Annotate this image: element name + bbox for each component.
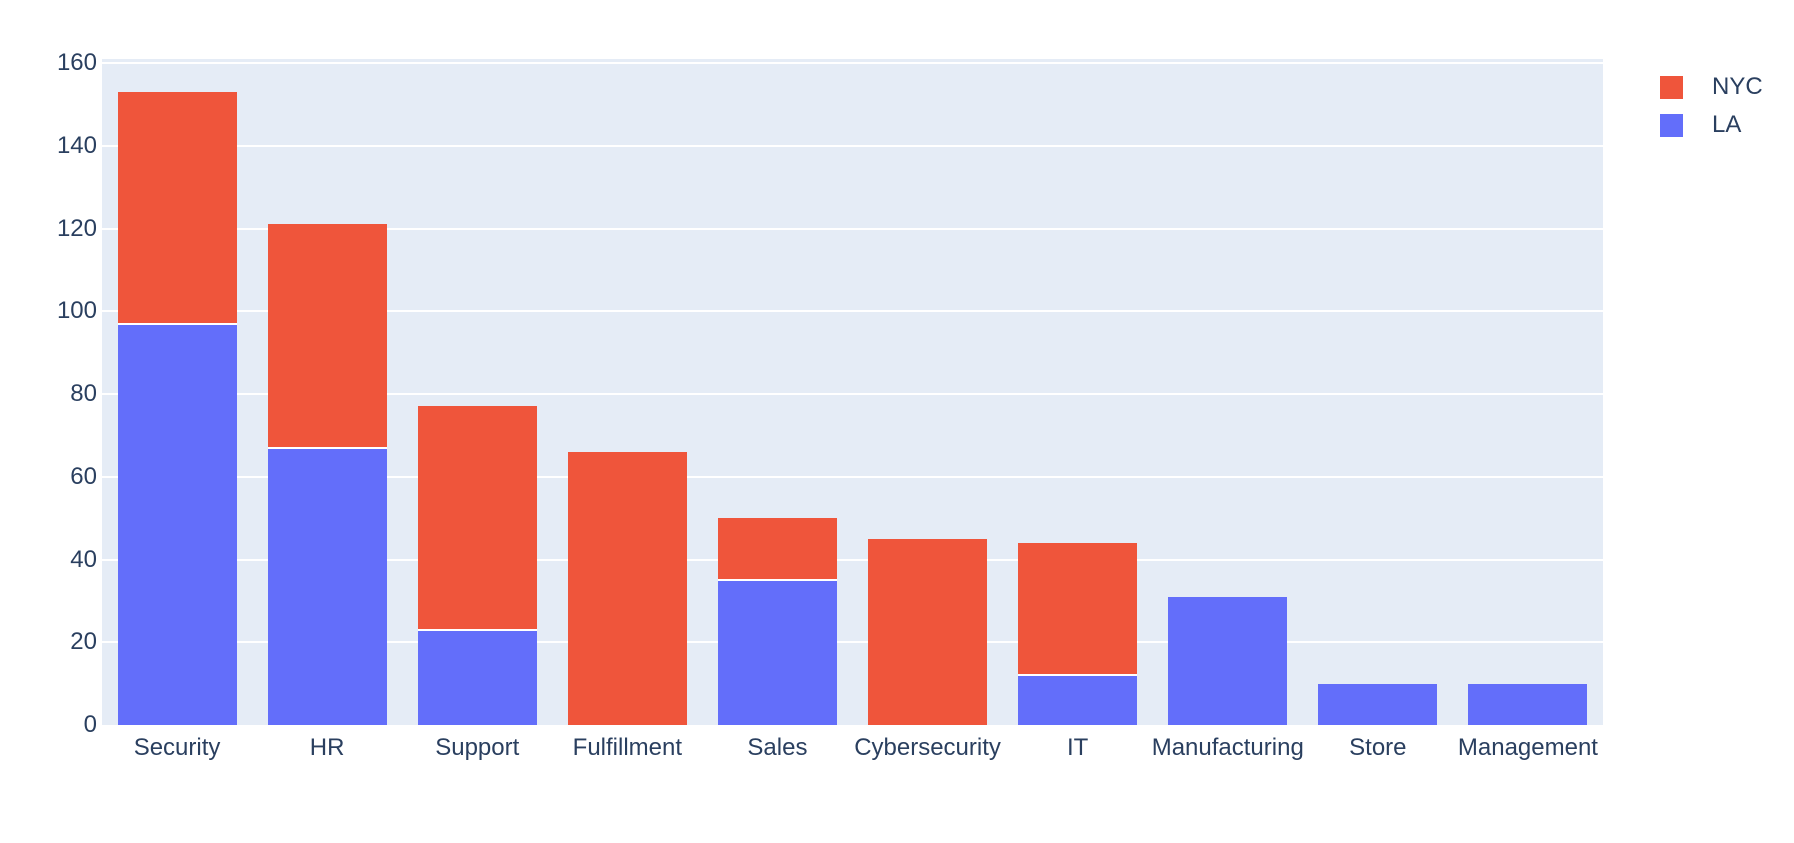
bar-segment-nyc-security[interactable] (117, 92, 237, 324)
x-tick-label-support: Support (435, 734, 520, 761)
y-tick-label-120: 120 (56, 214, 97, 242)
gridline-y-160 (102, 62, 1603, 65)
bar-segment-nyc-it[interactable] (1018, 543, 1138, 676)
bar-segment-la-hr[interactable] (267, 447, 387, 725)
x-tick-label-hr: HR (309, 734, 345, 761)
legend-label-nyc: NYC (1712, 73, 1763, 100)
legend-label-la: LA (1712, 111, 1742, 138)
x-tick-label-cybersecurity: Cybersecurity (854, 734, 1001, 761)
y-tick-label-80: 80 (70, 380, 97, 408)
bar-segment-la-store[interactable] (1318, 683, 1438, 725)
y-tick-label-20: 20 (70, 628, 97, 656)
legend-item-la[interactable]: LA (1660, 113, 1763, 137)
gridline-y-100 (102, 310, 1603, 313)
x-tick-label-management: Management (1457, 734, 1598, 761)
bar-segment-la-manufacturing[interactable] (1168, 596, 1288, 725)
bar-segment-la-sales[interactable] (717, 580, 837, 725)
gridline-y-40 (102, 558, 1603, 561)
bar-segment-la-security[interactable] (117, 323, 237, 725)
bar-segment-nyc-support[interactable] (417, 406, 537, 630)
y-tick-label-0: 0 (83, 711, 97, 738)
segment-divider (117, 322, 237, 325)
bar-segment-nyc-cybersecurity[interactable] (868, 538, 988, 725)
segment-divider (717, 579, 837, 582)
plot-area[interactable] (102, 59, 1603, 725)
bar-segment-la-support[interactable] (417, 629, 537, 725)
bar-segment-la-it[interactable] (1018, 675, 1138, 725)
segment-divider (1018, 674, 1138, 677)
x-tick-label-fulfillment: Fulfillment (572, 734, 683, 761)
gridline-y-20 (102, 641, 1603, 644)
segment-divider (417, 628, 537, 631)
legend-swatch-la (1660, 113, 1683, 137)
y-tick-label-100: 100 (56, 297, 97, 325)
bar-segment-nyc-hr[interactable] (267, 224, 387, 448)
x-tick-label-manufacturing: Manufacturing (1151, 734, 1304, 761)
bar-segment-nyc-fulfillment[interactable] (567, 451, 687, 725)
y-tick-label-140: 140 (56, 131, 97, 159)
bar-segment-nyc-sales[interactable] (717, 518, 837, 581)
y-tick-label-160: 160 (56, 49, 97, 77)
x-tick-label-it: IT (1066, 734, 1089, 761)
x-tick-label-store: Store (1349, 734, 1407, 761)
gridline-y-120 (102, 227, 1603, 230)
x-tick-label-sales: Sales (747, 734, 808, 761)
gridline-y-60 (102, 475, 1603, 478)
legend-item-nyc[interactable]: NYC (1660, 75, 1763, 99)
x-tick-label-security: Security (133, 734, 221, 761)
y-tick-label-40: 40 (70, 545, 97, 573)
gridline-y-80 (102, 393, 1603, 396)
bar-segment-la-management[interactable] (1468, 683, 1588, 725)
legend: NYC LA (1660, 75, 1763, 151)
y-tick-label-60: 60 (70, 462, 97, 490)
gridline-y-140 (102, 144, 1603, 147)
legend-swatch-nyc (1660, 75, 1683, 99)
segment-divider (267, 446, 387, 449)
